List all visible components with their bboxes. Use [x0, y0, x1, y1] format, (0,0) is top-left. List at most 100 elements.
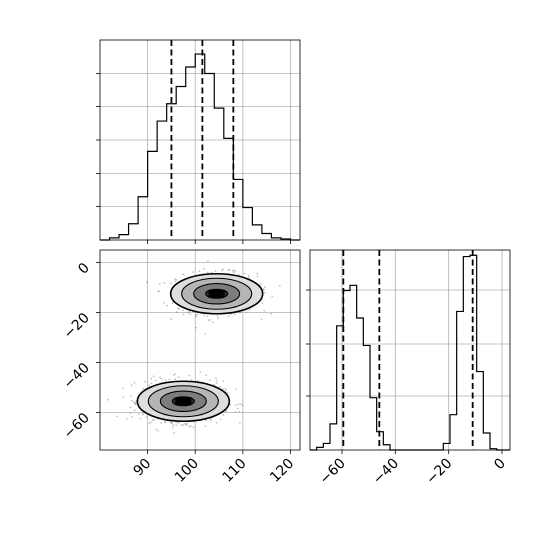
scatter-point — [195, 326, 198, 329]
scatter-point — [208, 319, 210, 321]
scatter-point — [142, 412, 145, 415]
scatter-point — [137, 413, 140, 415]
scatter-point — [160, 422, 163, 424]
x-tick-label: −40 — [370, 456, 402, 488]
scatter-point — [171, 302, 174, 305]
hist-y-x-tick-labels: −60 −40 −20 0 — [317, 456, 509, 488]
scatter-point — [133, 409, 136, 412]
scatter-point — [228, 269, 231, 272]
scatter-point — [192, 271, 195, 273]
scatter-point — [155, 428, 157, 431]
scatter-point — [192, 426, 195, 429]
scatter-point — [174, 280, 177, 283]
scatter-point — [186, 311, 189, 314]
scatter-point — [203, 314, 206, 316]
scatter-point — [185, 424, 188, 426]
scatter-point — [134, 402, 136, 404]
x-tick-label: 0 — [491, 456, 509, 474]
scatter-point — [203, 267, 205, 270]
scatter-point — [238, 410, 241, 413]
scatter-point — [180, 424, 183, 426]
scatter-point — [152, 375, 155, 378]
scatter-point — [188, 374, 191, 377]
scatter-point — [164, 421, 167, 424]
x-tick-label: 120 — [267, 456, 297, 486]
scatter-point — [217, 317, 219, 319]
scatter-point — [133, 401, 135, 403]
scatter-point — [222, 268, 224, 271]
scatter-point — [260, 282, 263, 285]
scatter-point — [131, 399, 133, 402]
scatter-point — [247, 274, 250, 277]
density-frame — [99, 249, 301, 451]
scatter-point — [175, 424, 178, 427]
scatter-point — [133, 382, 136, 384]
scatter-point — [144, 380, 147, 383]
scatter-point — [149, 421, 152, 424]
scatter-point — [233, 269, 236, 272]
hist-x-panel — [96, 39, 301, 244]
scatter-point — [263, 289, 265, 291]
scatter-point — [182, 273, 185, 276]
scatter-point — [233, 313, 236, 316]
scatter-point — [189, 313, 192, 316]
scatter-point — [188, 311, 191, 313]
scatter-point — [164, 379, 167, 381]
y-tick-label: 0 — [75, 260, 93, 278]
scatter-point — [225, 410, 228, 413]
scatter-point — [224, 388, 227, 391]
x-tick-label: 100 — [172, 456, 202, 486]
scatter-point — [160, 377, 163, 380]
scatter-point — [216, 314, 219, 317]
scatter-point — [262, 288, 265, 291]
scatter-point — [174, 373, 177, 375]
scatter-point — [148, 422, 151, 424]
scatter-point — [150, 382, 153, 385]
hist-x-grid — [100, 40, 300, 240]
scatter-point — [177, 307, 180, 310]
scatter-point — [226, 391, 229, 394]
scatter-point — [206, 315, 209, 317]
density-peak — [208, 289, 225, 298]
scatter-point — [236, 407, 239, 410]
hist-y-frame — [309, 249, 511, 451]
scatter-point — [221, 269, 224, 272]
scatter-point — [209, 419, 212, 421]
scatter-point — [142, 387, 145, 390]
scatter-point — [241, 404, 244, 407]
scatter-point — [278, 284, 281, 287]
scatter-point — [248, 308, 251, 311]
scatter-point — [204, 333, 207, 335]
scatter-point — [177, 422, 180, 424]
scatter-point — [234, 411, 237, 413]
scatter-point — [157, 290, 160, 293]
scatter-point — [183, 422, 186, 425]
scatter-point — [214, 270, 217, 272]
scatter-point — [256, 272, 258, 275]
y-tick-label: −20 — [61, 310, 93, 342]
x-tick-label: −60 — [317, 456, 349, 488]
density-x-tick-labels: 90 100 110 120 — [131, 456, 298, 486]
scatter-point — [148, 384, 150, 387]
hist-x-step-line — [100, 53, 300, 241]
scatter-point — [175, 279, 178, 281]
scatter-point — [215, 379, 218, 382]
scatter-point — [177, 376, 180, 379]
scatter-point — [229, 403, 232, 406]
scatter-point — [122, 396, 125, 399]
scatter-point — [196, 379, 199, 382]
hist-y-step-line — [310, 254, 510, 451]
scatter-point — [130, 384, 133, 387]
scatter-point — [170, 318, 173, 321]
scatter-point — [225, 409, 228, 412]
scatter-point — [166, 304, 169, 307]
scatter-point — [199, 371, 202, 374]
scatter-point — [207, 260, 209, 262]
scatter-point — [182, 313, 185, 316]
density-y-tick-labels: 0 −20 −40 −60 — [61, 260, 93, 442]
scatter-point — [239, 422, 241, 424]
scatter-point — [206, 271, 209, 274]
scatter-point — [227, 315, 230, 317]
scatter-point — [151, 419, 154, 422]
scatter-point — [263, 309, 266, 312]
